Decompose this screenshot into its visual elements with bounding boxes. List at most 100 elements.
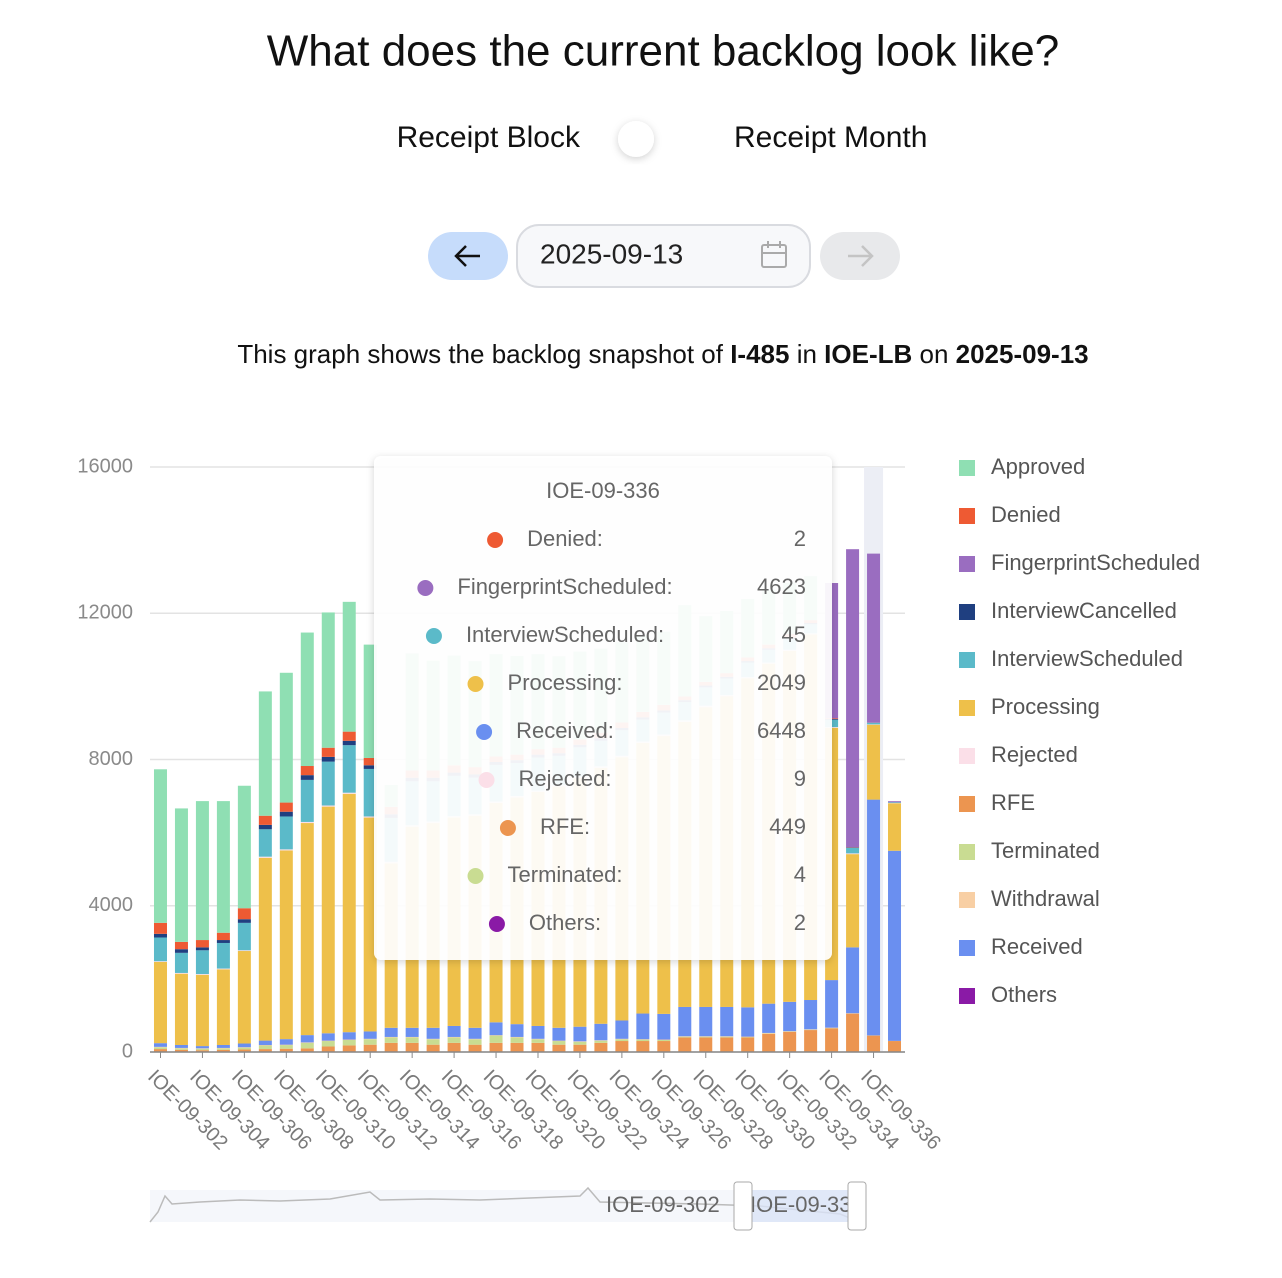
tooltip-label: Terminated:: [508, 862, 623, 887]
legend-label[interactable]: Processing: [991, 694, 1100, 719]
tooltip-value: 45: [782, 622, 806, 647]
bar-segment: [741, 1037, 755, 1052]
tooltip-label: Rejected:: [519, 766, 612, 791]
bar-segment: [195, 947, 209, 951]
page-title: What does the current backlog look like?: [267, 27, 1059, 76]
toggle-switch[interactable]: [618, 121, 654, 157]
bar-segment: [531, 1039, 545, 1043]
legend-label[interactable]: Terminated: [991, 838, 1100, 863]
toggle-label[interactable]: Receipt Block: [397, 121, 581, 154]
bar-segment: [678, 1037, 692, 1052]
bar-segment: [258, 691, 272, 816]
prev-button[interactable]: [428, 232, 508, 280]
bar-segment: [510, 1037, 524, 1043]
tooltip-dot: [488, 916, 505, 932]
tooltip-dot: [487, 532, 504, 548]
tooltip-value: 6448: [757, 718, 806, 743]
legend-label[interactable]: Denied: [991, 502, 1061, 527]
bar-segment: [279, 849, 293, 851]
date-input[interactable]: 2025-09-13: [516, 224, 811, 288]
legend-swatch: [959, 796, 975, 812]
bar-segment: [825, 1028, 839, 1052]
bar-segment: [342, 601, 356, 732]
bar-segment: [153, 961, 167, 1044]
bar-segment: [468, 1027, 482, 1039]
bar-segment: [300, 766, 314, 776]
bar-segment: [216, 942, 230, 969]
bar-segment: [216, 968, 230, 970]
bar-segment: [846, 853, 860, 855]
date-value: 2025-09-13: [540, 238, 683, 269]
bar-segment: [300, 1048, 314, 1052]
bar-segment: [195, 974, 209, 975]
legend-label[interactable]: Received: [991, 934, 1083, 959]
zoom-handle[interactable]: [733, 1181, 753, 1231]
y-tick-label: 0: [122, 1040, 133, 1062]
bar-segment: [531, 1042, 545, 1052]
legend-swatch: [959, 460, 975, 476]
y-tick-label: 8000: [89, 748, 134, 770]
bar-segment: [237, 922, 251, 951]
bar-segment: [342, 740, 356, 746]
toggle-label[interactable]: Receipt Month: [734, 121, 927, 154]
legend-label[interactable]: InterviewCancelled: [991, 598, 1177, 623]
bar-segment: [468, 1039, 482, 1045]
bar-segment: [195, 801, 209, 941]
bar-segment: [153, 769, 167, 923]
bar-segment: [783, 1001, 797, 1032]
legend-swatch: [959, 556, 975, 572]
bar-segment: [321, 612, 335, 748]
bar-segment: [573, 1026, 587, 1042]
bar-segment: [153, 1043, 167, 1047]
bar-segment: [531, 1025, 545, 1039]
bar-segment: [867, 1035, 881, 1052]
bar-segment: [657, 1041, 671, 1052]
bar-segment: [426, 1044, 440, 1052]
legend-swatch: [959, 748, 975, 764]
tooltip-label: InterviewScheduled:: [466, 622, 664, 647]
bar-segment: [342, 1045, 356, 1052]
tooltip-value: 4: [794, 862, 806, 887]
bar-segment: [363, 817, 377, 1032]
bar-segment: [216, 940, 230, 943]
legend-swatch: [959, 604, 975, 620]
bar-segment: [153, 933, 167, 938]
bar-segment: [405, 1027, 419, 1037]
bar-segment: [552, 1044, 566, 1052]
bar-segment: [216, 1048, 230, 1050]
bar-segment: [153, 1049, 167, 1052]
legend-swatch: [959, 652, 975, 668]
bar-segment: [720, 1036, 734, 1038]
description: This graph shows the backlog snapshot of…: [237, 339, 1088, 369]
legend-label[interactable]: InterviewScheduled: [991, 646, 1183, 671]
legend-label[interactable]: Others: [991, 982, 1057, 1007]
bar-segment: [300, 775, 314, 780]
text: This graph shows the backlog snapshot of: [237, 339, 730, 369]
next-button[interactable]: [820, 232, 900, 280]
tooltip-label: FingerprintScheduled:: [457, 574, 672, 599]
bar-segment: [216, 932, 230, 941]
bar-segment: [279, 811, 293, 817]
bar-segment: [321, 1033, 335, 1041]
bar-segment: [363, 816, 377, 818]
legend-label[interactable]: Rejected: [991, 742, 1078, 767]
data-zoom[interactable]: IOE-09-302 IOE-09-337: [149, 1181, 867, 1231]
bar-segment: [258, 856, 272, 858]
bar-segment: [594, 1023, 608, 1041]
bar-segment: [321, 756, 335, 762]
bar-segment: [237, 1049, 251, 1052]
bar-segment: [342, 793, 356, 1033]
bar-segment: [636, 1039, 650, 1042]
tooltip-dot: [478, 772, 495, 788]
zoom-handle[interactable]: [847, 1181, 867, 1231]
legend-label[interactable]: FingerprintScheduled: [991, 550, 1200, 575]
bar-segment: [258, 1049, 272, 1052]
legend-label[interactable]: Approved: [991, 454, 1085, 479]
bar-segment: [867, 722, 881, 725]
bar-segment: [846, 549, 860, 848]
legend-label[interactable]: RFE: [991, 790, 1035, 815]
legend-label[interactable]: Withdrawal: [991, 886, 1100, 911]
bar-segment: [741, 1007, 755, 1037]
bar-segment: [657, 1013, 671, 1040]
